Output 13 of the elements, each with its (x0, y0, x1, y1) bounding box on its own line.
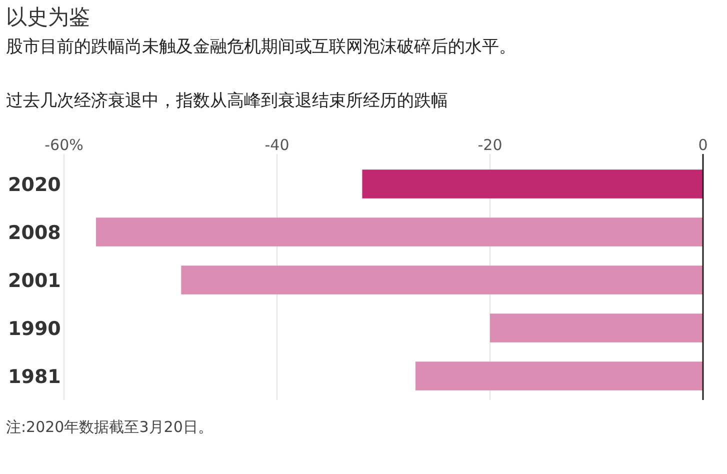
chart-title: 以史为鉴 (6, 5, 90, 29)
y-tick-label: 2008 (8, 222, 61, 244)
chart-subtitle: 股市目前的跌幅尚未触及金融危机期间或互联网泡沫破碎后的水平。 (6, 37, 516, 57)
x-axis-title: 过去几次经济衰退中，指数从高峰到衰退结束所经历的跌幅 (6, 91, 448, 111)
x-tick-label: 0 (698, 136, 708, 154)
y-tick-label: 1990 (8, 318, 61, 340)
x-tick-label: -20 (478, 136, 502, 154)
y-tick-label: 2020 (8, 174, 61, 196)
text: 注:2020年数据截至3月20日。 (6, 418, 213, 436)
y-tick-label: 1981 (8, 366, 61, 388)
y-tick-label: 2001 (8, 270, 61, 292)
x-tick-label: -60% (44, 136, 84, 154)
x-tick-label: -40 (264, 136, 290, 154)
